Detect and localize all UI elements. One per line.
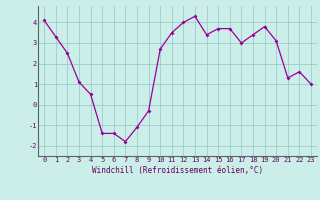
X-axis label: Windchill (Refroidissement éolien,°C): Windchill (Refroidissement éolien,°C) <box>92 166 263 175</box>
